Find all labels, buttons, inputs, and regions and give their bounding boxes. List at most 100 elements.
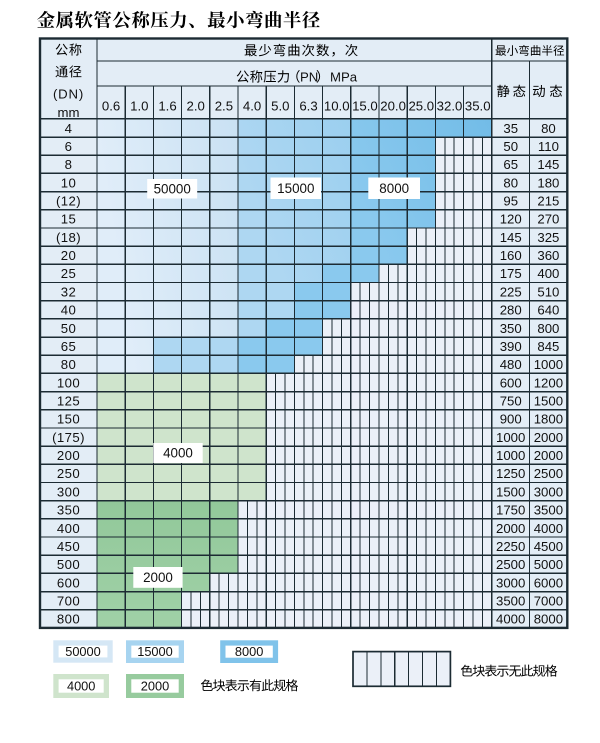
svg-text:450: 450 [57, 539, 80, 554]
svg-text:480: 480 [500, 357, 522, 372]
svg-text:110: 110 [538, 139, 559, 154]
svg-text:(12): (12) [56, 194, 81, 209]
svg-text:1800: 1800 [534, 412, 563, 427]
svg-text:mm: mm [58, 105, 80, 120]
svg-text:80: 80 [541, 121, 556, 136]
svg-text:8000: 8000 [235, 644, 263, 659]
svg-text:4.0: 4.0 [243, 99, 261, 114]
svg-text:700: 700 [57, 594, 80, 609]
svg-text:500: 500 [57, 557, 80, 572]
svg-text:250: 250 [57, 466, 80, 481]
svg-text:6.3: 6.3 [299, 99, 317, 114]
svg-text:5.0: 5.0 [271, 99, 289, 114]
svg-text:145: 145 [500, 230, 522, 245]
svg-text:6: 6 [65, 139, 73, 154]
svg-text:8000: 8000 [379, 181, 409, 196]
svg-text:20: 20 [61, 248, 76, 263]
svg-text:4000: 4000 [496, 612, 525, 627]
svg-text:400: 400 [57, 521, 80, 536]
svg-text:25.0: 25.0 [408, 99, 434, 114]
svg-text:215: 215 [537, 194, 559, 209]
svg-text:80: 80 [503, 175, 518, 190]
svg-text:32: 32 [61, 284, 76, 299]
svg-text:2000: 2000 [534, 448, 563, 463]
svg-text:50: 50 [503, 139, 518, 154]
svg-text:1200: 1200 [534, 375, 563, 390]
svg-text:360: 360 [537, 248, 559, 263]
svg-text:280: 280 [500, 303, 522, 318]
svg-text:2000: 2000 [141, 679, 169, 694]
svg-text:4000: 4000 [163, 446, 193, 461]
svg-text:50000: 50000 [65, 644, 101, 659]
svg-text:300: 300 [57, 484, 80, 499]
svg-text:3000: 3000 [496, 575, 525, 590]
svg-text:65: 65 [503, 157, 518, 172]
svg-text:750: 750 [500, 394, 522, 409]
svg-text:3500: 3500 [534, 503, 563, 518]
svg-text:2000: 2000 [496, 521, 525, 536]
svg-text:1750: 1750 [496, 503, 525, 518]
svg-text:6000: 6000 [534, 575, 563, 590]
svg-text:640: 640 [537, 303, 559, 318]
svg-text:MPa: MPa [330, 70, 358, 85]
svg-text:510: 510 [537, 284, 559, 299]
svg-text:65: 65 [61, 339, 76, 354]
svg-text:225: 225 [500, 284, 522, 299]
svg-text:180: 180 [537, 175, 559, 190]
svg-text:20.0: 20.0 [380, 99, 406, 114]
svg-text:1250: 1250 [496, 466, 525, 481]
svg-text:95: 95 [503, 194, 518, 209]
svg-text:7000: 7000 [534, 594, 563, 609]
svg-text:390: 390 [500, 339, 522, 354]
svg-text:270: 270 [537, 212, 559, 227]
svg-text:10.0: 10.0 [324, 99, 350, 114]
svg-text:5000: 5000 [534, 557, 563, 572]
svg-text:145: 145 [537, 157, 559, 172]
svg-text:10: 10 [61, 175, 76, 190]
svg-text:4000: 4000 [67, 679, 95, 694]
svg-text:3500: 3500 [496, 594, 525, 609]
svg-text:4500: 4500 [534, 539, 563, 554]
svg-text:4: 4 [65, 121, 73, 136]
svg-text:2250: 2250 [496, 539, 525, 554]
svg-text:1000: 1000 [496, 448, 525, 463]
svg-text:1000: 1000 [496, 430, 525, 445]
svg-text:80: 80 [61, 357, 76, 372]
svg-text:0.6: 0.6 [102, 99, 120, 114]
svg-text:2.5: 2.5 [215, 99, 233, 114]
svg-text:1.6: 1.6 [158, 99, 176, 114]
svg-text:845: 845 [537, 339, 559, 354]
svg-text:900: 900 [500, 412, 522, 427]
svg-text:800: 800 [57, 612, 80, 627]
svg-text:4000: 4000 [534, 521, 563, 536]
svg-text:50: 50 [61, 321, 76, 336]
svg-text:160: 160 [500, 248, 522, 263]
svg-text:PN: PN [300, 70, 318, 85]
svg-text:25: 25 [61, 266, 76, 281]
svg-text:35.0: 35.0 [465, 99, 491, 114]
svg-text:175: 175 [500, 266, 522, 281]
svg-text:1500: 1500 [496, 484, 525, 499]
svg-text:2500: 2500 [496, 557, 525, 572]
svg-text:600: 600 [57, 575, 80, 590]
svg-text:8: 8 [65, 157, 73, 172]
svg-text:1000: 1000 [534, 357, 563, 372]
svg-text:2.0: 2.0 [187, 99, 205, 114]
svg-text:1.0: 1.0 [130, 99, 148, 114]
svg-text:8000: 8000 [534, 612, 563, 627]
svg-text:100: 100 [57, 375, 80, 390]
svg-text:15000: 15000 [137, 644, 173, 659]
svg-text:35: 35 [503, 121, 518, 136]
svg-text:(175): (175) [52, 430, 85, 445]
svg-text:(18): (18) [56, 230, 81, 245]
svg-text:400: 400 [537, 266, 559, 281]
svg-text:1500: 1500 [534, 394, 563, 409]
svg-text:32.0: 32.0 [437, 99, 463, 114]
svg-text:3000: 3000 [534, 484, 563, 499]
svg-text:120: 120 [500, 212, 522, 227]
svg-text:800: 800 [537, 321, 559, 336]
svg-text:2500: 2500 [534, 466, 563, 481]
svg-text:350: 350 [57, 503, 80, 518]
svg-text:(DN): (DN) [53, 87, 84, 102]
svg-text:15.0: 15.0 [352, 99, 378, 114]
